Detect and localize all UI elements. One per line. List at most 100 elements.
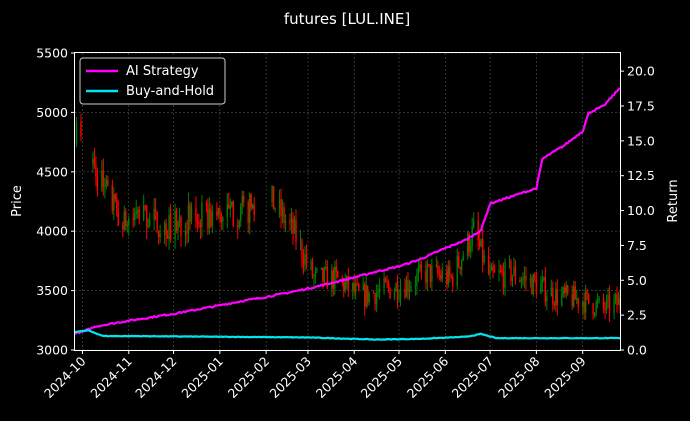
candle-body	[374, 293, 376, 305]
candle-body	[441, 271, 444, 280]
candle-body	[561, 294, 563, 306]
candle-body	[237, 226, 239, 228]
candle-body	[613, 299, 615, 313]
candle-body	[311, 261, 314, 278]
candle-body	[283, 207, 285, 224]
candle-body	[564, 287, 566, 293]
candle-body	[281, 207, 284, 217]
candle-body	[437, 265, 439, 274]
candle-body	[334, 266, 336, 289]
candle-body	[123, 211, 125, 230]
candle-body	[586, 291, 588, 294]
candle-body	[219, 208, 221, 215]
candle-body	[102, 170, 105, 187]
ai-strategy-line	[74, 87, 621, 335]
candle-body	[520, 281, 523, 282]
candle-body	[147, 225, 149, 227]
candle-body	[326, 266, 329, 289]
candle-body	[157, 230, 160, 238]
candle-body	[452, 276, 454, 286]
candle-body	[189, 204, 191, 222]
y2-axis-label: Return	[666, 179, 681, 222]
candle-body	[544, 277, 547, 302]
candle-body	[541, 279, 544, 284]
candle-body	[531, 277, 533, 295]
y2-tick-label: 17.5	[627, 98, 655, 113]
candle-body	[408, 288, 411, 292]
candle-body	[243, 195, 245, 203]
candle-body	[489, 270, 491, 274]
candle-body	[289, 220, 291, 223]
candle-body	[550, 287, 553, 297]
candle-body	[310, 261, 312, 263]
plot-frame	[74, 52, 621, 351]
candle-body	[478, 240, 481, 247]
candle-body	[80, 121, 82, 137]
candle-body	[462, 256, 464, 260]
candle-body	[142, 205, 145, 220]
candle-body	[180, 216, 182, 236]
candle-body	[175, 210, 178, 231]
candle-body	[323, 268, 326, 282]
y-tick-label: 4500	[36, 164, 68, 179]
candle-body	[456, 255, 458, 286]
candle-body	[116, 198, 118, 212]
candle-body	[574, 286, 576, 300]
candle-body	[168, 214, 170, 239]
candle-body	[498, 270, 500, 273]
candle-body	[159, 233, 161, 238]
candle-body	[477, 220, 479, 241]
candle-body	[584, 291, 587, 313]
candle-body	[534, 274, 536, 280]
candle-body	[483, 255, 485, 263]
candle-body	[248, 194, 251, 223]
candle-body	[153, 209, 155, 220]
candle-body	[440, 274, 442, 280]
candle-body	[111, 184, 114, 211]
candle-body	[117, 211, 120, 226]
candle-body	[372, 292, 375, 294]
candle-body	[449, 266, 451, 276]
candle-body	[107, 179, 109, 185]
candle-body	[386, 282, 388, 284]
candle-body	[540, 283, 542, 294]
candle-body	[271, 186, 273, 202]
candle-body	[523, 275, 526, 279]
candle-body	[122, 225, 124, 230]
candle-body	[104, 185, 106, 187]
candle-body	[429, 264, 432, 282]
y-tick-label: 4000	[36, 224, 68, 239]
candle-body	[598, 297, 600, 301]
candle-body	[355, 283, 357, 293]
candle-body	[229, 205, 231, 209]
candle-body	[404, 288, 406, 298]
candle-body	[226, 204, 229, 218]
y2-tick-label: 10.0	[627, 203, 655, 218]
candle-body	[565, 285, 567, 293]
candle-body	[407, 280, 409, 292]
candle-body	[148, 219, 151, 226]
candle-body	[571, 293, 573, 307]
candle-body	[504, 261, 506, 288]
candle-body	[410, 286, 412, 289]
candle-body	[101, 170, 103, 191]
candle-body	[137, 209, 139, 212]
candle-body	[375, 293, 378, 305]
candle-body	[199, 223, 202, 227]
y2-tick-label: 5.0	[627, 273, 647, 288]
candle-body	[581, 301, 584, 307]
candle-body	[198, 222, 200, 224]
y-tick-label: 3500	[36, 283, 68, 298]
candle-body	[238, 221, 240, 228]
candle-body	[492, 266, 494, 272]
candle-body	[592, 303, 594, 315]
candle-body	[290, 217, 293, 223]
candle-body	[187, 204, 190, 234]
candle-body	[228, 204, 230, 209]
candle-body	[365, 285, 367, 307]
candle-body	[190, 207, 193, 222]
candle-body	[174, 210, 176, 241]
legend: AI Strategy Buy-and-Hold	[79, 57, 226, 105]
candle-body	[614, 294, 617, 300]
